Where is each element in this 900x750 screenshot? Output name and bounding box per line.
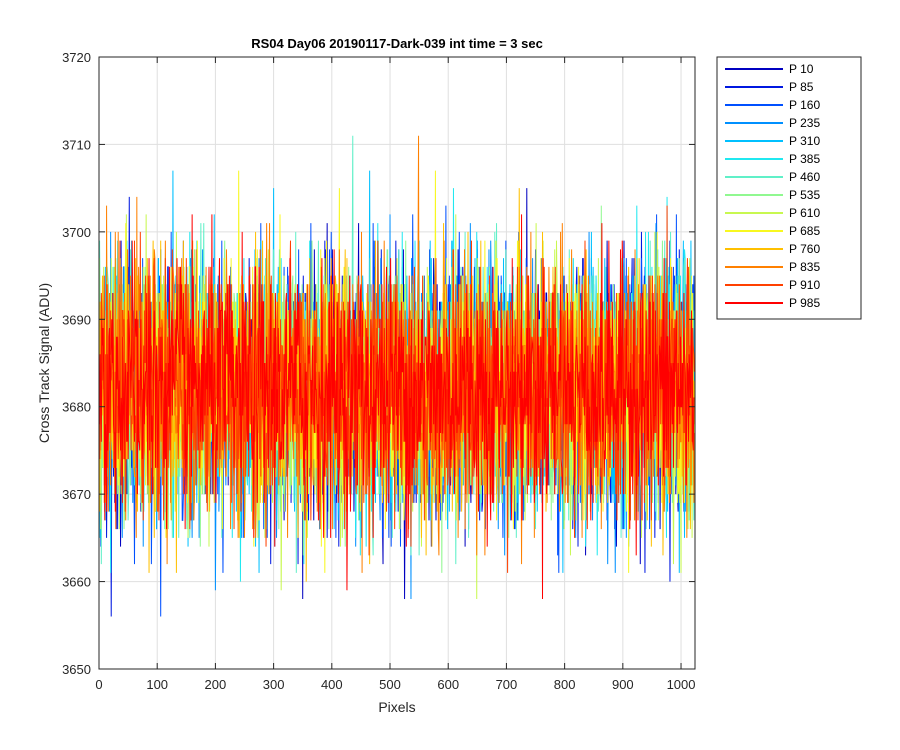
x-tick-label: 800 xyxy=(554,677,576,692)
legend-entry: P 535 xyxy=(725,188,820,202)
legend-label: P 835 xyxy=(789,260,820,274)
ticks: 0 100 200 300 400 500 600 700 800 900 1000 3650 3660… xyxy=(62,50,695,692)
y-tick-label: 3710 xyxy=(62,137,91,152)
x-tick-label: 400 xyxy=(321,677,343,692)
legend-label: P 85 xyxy=(789,80,814,94)
legend-label: P 160 xyxy=(789,98,820,112)
y-tick-label: 3720 xyxy=(62,50,91,65)
legend-label: P 985 xyxy=(789,296,820,310)
x-tick-label: 1000 xyxy=(667,677,696,692)
legend-label: P 385 xyxy=(789,152,820,166)
x-tick-label: 500 xyxy=(379,677,401,692)
x-tick-label: 700 xyxy=(496,677,518,692)
legend-label: P 10 xyxy=(789,62,814,76)
legend: P 10 P 85 P 160 P 235 P 310 P 385 P 460 P 535 P … xyxy=(716,56,862,320)
plot-frame xyxy=(98,56,696,670)
legend-entry: P 385 xyxy=(725,152,820,166)
legend-label: P 535 xyxy=(789,188,820,202)
legend-entry: P 310 xyxy=(725,134,820,148)
legend-label: P 460 xyxy=(789,170,820,184)
y-tick-label: 3670 xyxy=(62,487,91,502)
y-tick-label: 3680 xyxy=(62,400,91,415)
x-tick-label: 900 xyxy=(612,677,634,692)
legend-entry: P 85 xyxy=(725,80,814,94)
legend-entry: P 760 xyxy=(725,242,820,256)
legend-entry: P 10 xyxy=(725,62,814,76)
legend-box xyxy=(716,56,862,320)
y-tick-label: 3650 xyxy=(62,662,91,677)
legend-label: P 910 xyxy=(789,278,820,292)
legend-label: P 685 xyxy=(789,224,820,238)
chart-title: RS04 Day06 20190117-Dark-039 int time = … xyxy=(251,36,543,51)
legend-entry: P 610 xyxy=(725,206,820,220)
legend-entry: P 160 xyxy=(725,98,820,112)
x-tick-label: 200 xyxy=(205,677,227,692)
x-tick-label: 100 xyxy=(146,677,168,692)
legend-label: P 235 xyxy=(789,116,820,130)
legend-entry: P 985 xyxy=(725,296,820,310)
legend-entry: P 235 xyxy=(725,116,820,130)
legend-label: P 610 xyxy=(789,206,820,220)
x-tick-label: 0 xyxy=(95,677,102,692)
legend-label: P 310 xyxy=(789,134,820,148)
x-tick-label: 600 xyxy=(437,677,459,692)
y-tick-label: 3700 xyxy=(62,225,91,240)
x-axis-label: Pixels xyxy=(378,699,415,715)
y-tick-label: 3690 xyxy=(62,312,91,327)
legend-label: P 760 xyxy=(789,242,820,256)
y-axis-label: Cross Track Signal (ADU) xyxy=(36,283,52,443)
series-line-p985 xyxy=(98,214,695,600)
legend-entry: P 910 xyxy=(725,278,820,292)
y-tick-label: 3660 xyxy=(62,575,91,590)
legend-entry: P 685 xyxy=(725,224,820,238)
series-layer xyxy=(98,135,695,617)
x-tick-label: 300 xyxy=(263,677,285,692)
legend-entry: P 835 xyxy=(725,260,820,274)
legend-entry: P 460 xyxy=(725,170,820,184)
